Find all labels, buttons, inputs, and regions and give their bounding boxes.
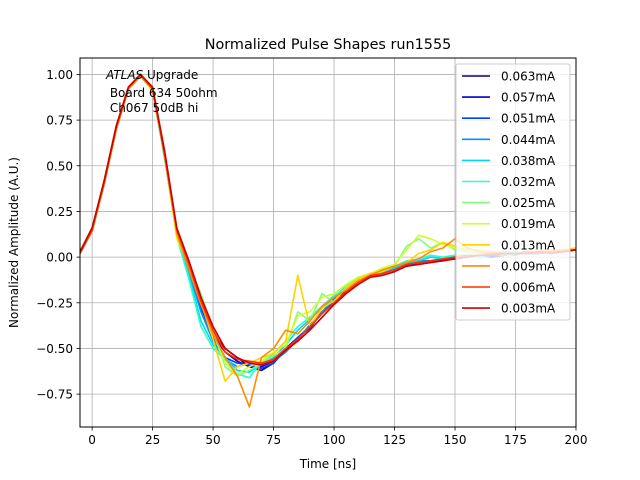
annotation-line-2: Board 634 50ohm	[106, 86, 218, 100]
legend-label: 0.003mA	[501, 302, 556, 316]
y-tick-label: −0.25	[36, 296, 73, 310]
legend-label: 0.009mA	[501, 259, 556, 273]
legend-label: 0.013mA	[501, 238, 556, 252]
legend-items: 0.063mA 0.057mA 0.051mA 0.044mA 0.038mA 0.032…	[462, 70, 556, 316]
legend-label: 0.019mA	[501, 217, 556, 231]
legend-label: 0.057mA	[501, 91, 556, 105]
x-tick-label: 100	[323, 433, 346, 447]
x-tick-label: 25	[145, 433, 160, 447]
legend-label: 0.025mA	[501, 196, 556, 210]
x-tick-label: 0	[88, 433, 96, 447]
legend-label: 0.063mA	[501, 70, 556, 84]
x-tick-label: 200	[565, 433, 588, 447]
y-tick-label: 1.00	[46, 68, 73, 82]
y-axis-label: Normalized Amplitude (A.U.)	[7, 157, 21, 328]
y-tick-label: 0.00	[46, 251, 73, 265]
legend-label: 0.006mA	[501, 281, 556, 295]
x-axis-ticks: 0 25 50 75 100 125 150 175 200	[88, 427, 587, 447]
legend: 0.063mA 0.057mA 0.051mA 0.044mA 0.038mA 0.032…	[455, 63, 571, 321]
legend-label: 0.051mA	[501, 112, 556, 126]
y-tick-label: 0.75	[46, 114, 73, 128]
annotation-atlas: ATLAS	[105, 68, 144, 82]
y-tick-label: −0.50	[36, 342, 73, 356]
chart-title: Normalized Pulse Shapes run1555	[205, 37, 452, 53]
legend-label: 0.044mA	[501, 133, 556, 147]
annotation-upgrade: Upgrade	[143, 68, 198, 82]
legend-label: 0.032mA	[501, 175, 556, 189]
x-tick-label: 150	[444, 433, 467, 447]
legend-label: 0.038mA	[501, 154, 556, 168]
x-tick-label: 125	[383, 433, 406, 447]
atlas-annotation: ATLAS Upgrade Board 634 50ohm Ch067 50dB…	[105, 68, 218, 115]
x-tick-label: 175	[504, 433, 527, 447]
x-axis-label: Time [ns]	[299, 457, 356, 471]
annotation-line-3: Ch067 50dB hi	[106, 101, 198, 115]
y-tick-label: 0.25	[46, 205, 73, 219]
annotation-line-1: ATLAS Upgrade	[105, 68, 198, 82]
y-tick-label: 0.50	[46, 159, 73, 173]
plot-frame	[79, 57, 577, 428]
x-tick-label: 75	[266, 433, 281, 447]
legend-box	[455, 63, 571, 321]
y-tick-label: −0.75	[36, 388, 73, 402]
y-axis-ticks: −0.75 −0.50 −0.25 0.00 0.25 0.50 0.75 1.00	[36, 68, 80, 402]
x-tick-label: 50	[205, 433, 220, 447]
